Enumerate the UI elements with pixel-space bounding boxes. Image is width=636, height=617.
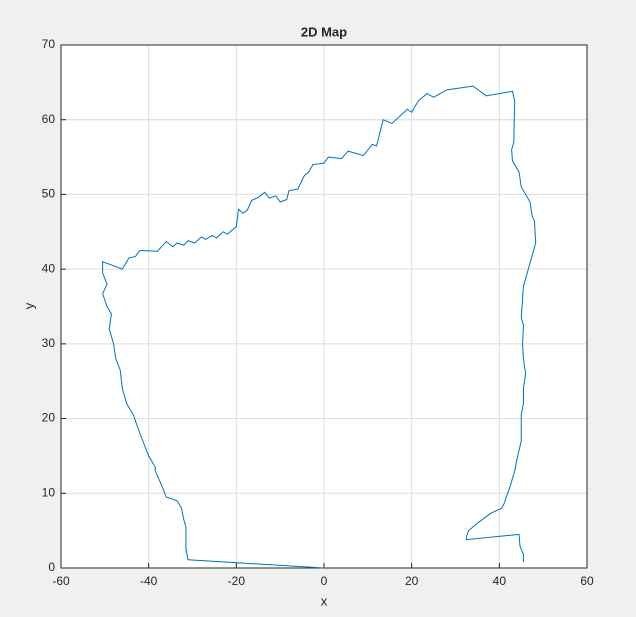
x-tick-label: -60	[52, 574, 70, 588]
y-tick-label: 50	[42, 187, 56, 201]
x-tick-label: 0	[321, 574, 328, 588]
y-tick-label: 40	[42, 261, 56, 275]
x-tick-label: -40	[140, 574, 158, 588]
x-tick-label: 40	[493, 574, 507, 588]
y-tick-label: 10	[42, 485, 56, 499]
x-axis-label: x	[321, 593, 328, 608]
y-tick-label: 30	[42, 336, 56, 350]
y-tick-label: 70	[42, 37, 56, 51]
x-tick-label: -20	[228, 574, 246, 588]
x-tick-label: 20	[405, 574, 419, 588]
y-axis-label: y	[21, 302, 36, 309]
data-line	[102, 85, 537, 569]
x-tick-label: 60	[580, 574, 594, 588]
chart-title: 2D Map	[301, 24, 347, 39]
y-tick-label: 20	[42, 411, 56, 425]
y-tick-label: 0	[48, 560, 55, 574]
y-tick-label: 60	[42, 112, 56, 126]
